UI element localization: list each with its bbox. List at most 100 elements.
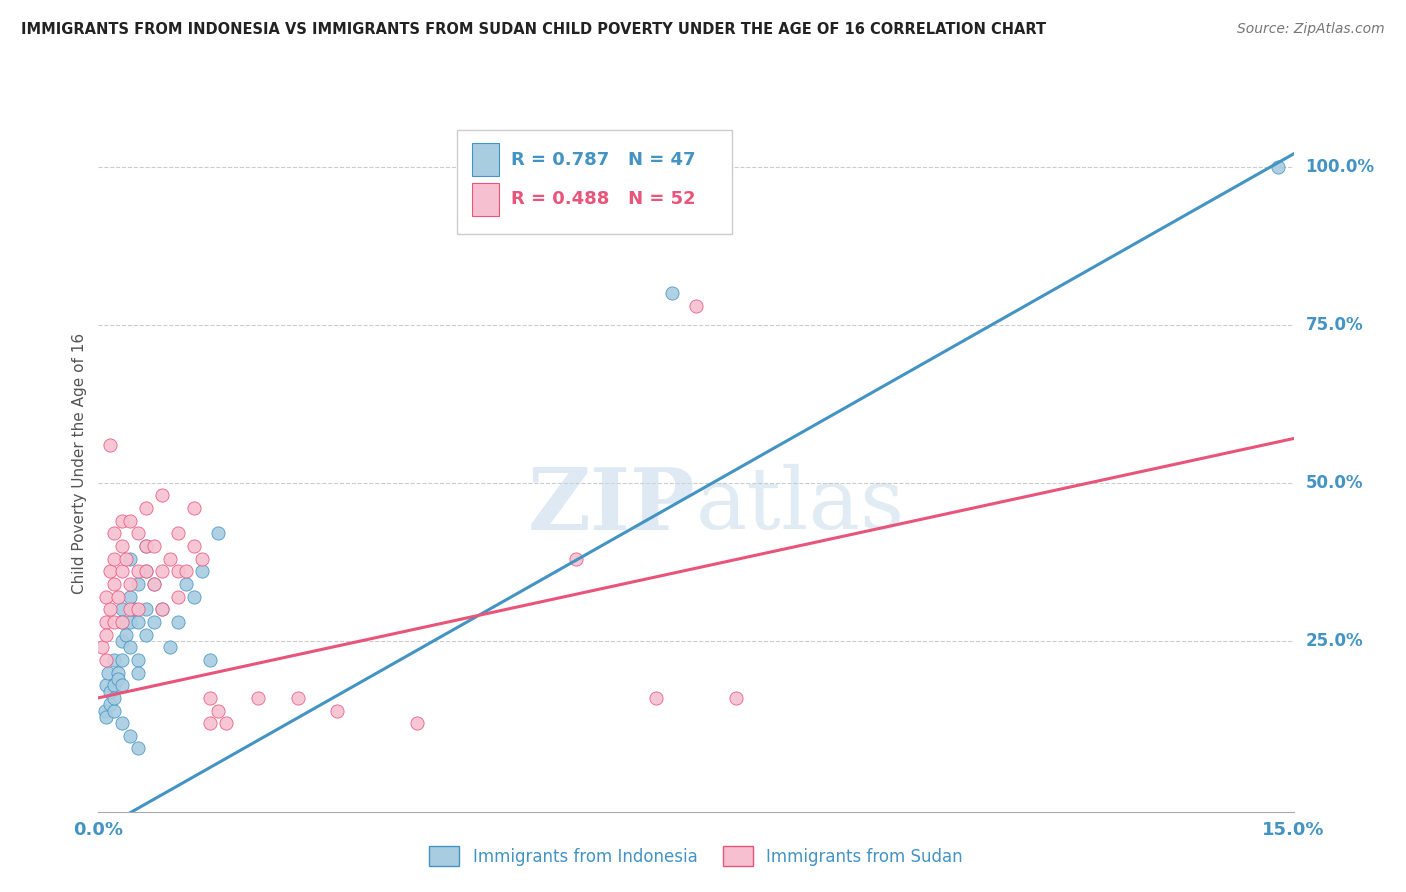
Bar [472, 183, 499, 216]
Point [406, 716, 429, 731]
Point [103, 551, 125, 566]
Point [150, 565, 173, 579]
Point [111, 514, 134, 528]
Point [120, 602, 142, 616]
Point [326, 704, 349, 718]
Text: 75.0%: 75.0% [1305, 316, 1362, 334]
Point [191, 565, 214, 579]
FancyBboxPatch shape [457, 130, 733, 235]
Point [174, 577, 197, 591]
Point [111, 678, 134, 692]
Point [111, 602, 134, 616]
Point [143, 577, 166, 591]
Point [111, 615, 134, 629]
Point [127, 526, 149, 541]
Point [111, 539, 134, 553]
Point [94, 704, 117, 718]
Point [120, 514, 142, 528]
Point [150, 602, 173, 616]
Point [174, 565, 197, 579]
Point [287, 690, 309, 705]
Point [107, 665, 129, 680]
Point [103, 690, 125, 705]
Point [167, 565, 190, 579]
Point [246, 690, 269, 705]
Point [676, 178, 699, 193]
Point [111, 565, 134, 579]
Point [97, 665, 120, 680]
Point [120, 577, 142, 591]
Point [111, 653, 134, 667]
Point [115, 551, 138, 566]
Point [685, 299, 707, 313]
Point [135, 627, 157, 641]
Point [150, 488, 173, 502]
Point [191, 551, 214, 566]
Point [127, 665, 149, 680]
Point [159, 551, 181, 566]
Point [103, 577, 125, 591]
Point [127, 615, 149, 629]
Point [103, 653, 125, 667]
Text: atlas: atlas [696, 464, 905, 547]
Point [198, 690, 221, 705]
Point [645, 690, 668, 705]
Point [111, 716, 134, 731]
Point [127, 741, 149, 756]
Point [215, 716, 238, 731]
Point [96, 590, 118, 604]
Point [135, 539, 157, 553]
Bar [472, 143, 499, 177]
Text: R = 0.488   N = 52: R = 0.488 N = 52 [510, 191, 696, 209]
Point [143, 615, 166, 629]
Text: R = 0.787   N = 47: R = 0.787 N = 47 [510, 151, 695, 169]
Point [183, 539, 205, 553]
Point [135, 501, 157, 516]
Text: 25.0%: 25.0% [1305, 632, 1362, 650]
Text: 50.0%: 50.0% [1305, 474, 1362, 491]
Point [661, 286, 683, 301]
Point [96, 627, 118, 641]
Point [103, 704, 125, 718]
Point [207, 704, 229, 718]
Point [127, 565, 149, 579]
Point [103, 615, 125, 629]
Point [120, 640, 142, 655]
Point [135, 565, 157, 579]
Point [98, 602, 122, 616]
Point [127, 602, 149, 616]
Point [159, 640, 181, 655]
Point [167, 526, 190, 541]
Point [135, 602, 157, 616]
Text: IMMIGRANTS FROM INDONESIA VS IMMIGRANTS FROM SUDAN CHILD POVERTY UNDER THE AGE O: IMMIGRANTS FROM INDONESIA VS IMMIGRANTS … [21, 22, 1046, 37]
Point [91, 640, 114, 655]
Point [135, 565, 157, 579]
Legend: Immigrants from Indonesia, Immigrants from Sudan: Immigrants from Indonesia, Immigrants fr… [423, 839, 969, 873]
Y-axis label: Child Poverty Under the Age of 16: Child Poverty Under the Age of 16 [72, 334, 87, 594]
Point [120, 729, 142, 743]
Point [120, 551, 142, 566]
Point [127, 577, 149, 591]
Point [565, 551, 588, 566]
Point [96, 678, 118, 692]
Point [198, 653, 221, 667]
Point [107, 590, 129, 604]
Text: 100.0%: 100.0% [1305, 158, 1375, 176]
Point [183, 590, 205, 604]
Point [143, 539, 166, 553]
Point [107, 672, 129, 686]
Point [150, 602, 173, 616]
Point [120, 615, 142, 629]
Point [103, 526, 125, 541]
Point [98, 697, 122, 711]
Point [183, 501, 205, 516]
Point [96, 615, 118, 629]
Point [96, 710, 118, 724]
Point [111, 634, 134, 648]
Text: ZIP: ZIP [529, 464, 696, 548]
Point [1267, 160, 1289, 174]
Point [115, 627, 138, 641]
Point [724, 690, 747, 705]
Point [124, 602, 146, 616]
Text: Source: ZipAtlas.com: Source: ZipAtlas.com [1237, 22, 1385, 37]
